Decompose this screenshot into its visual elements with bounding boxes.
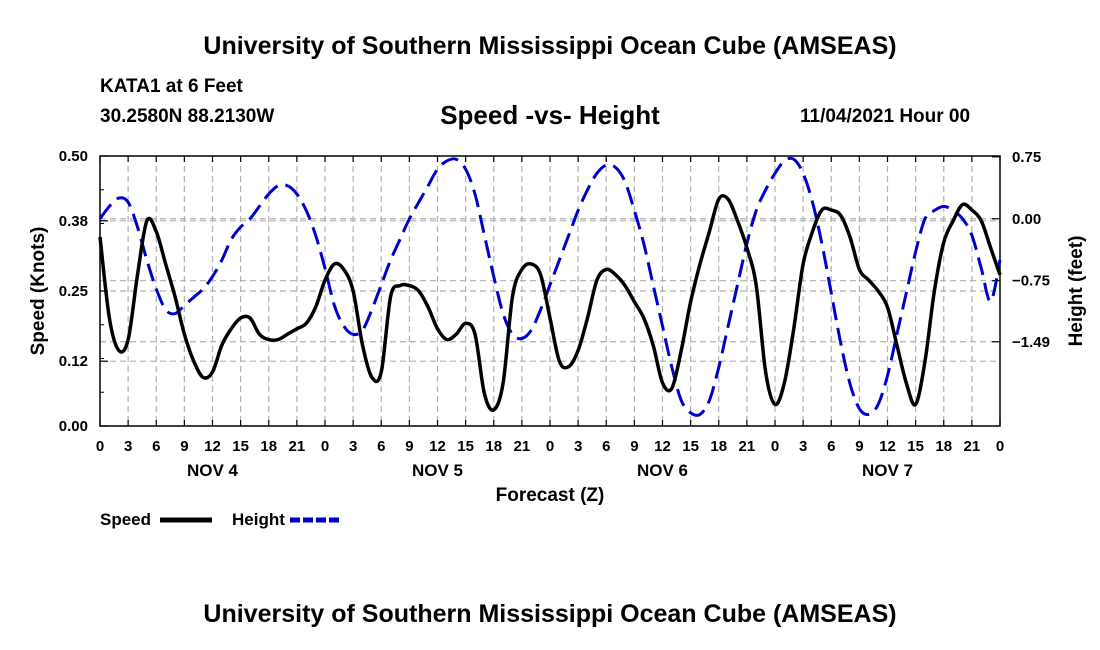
x-tick-label: 3 bbox=[574, 438, 582, 455]
x-tick-label: 18 bbox=[935, 438, 952, 455]
footer-title: University of Southern Mississippi Ocean… bbox=[203, 600, 897, 628]
y-tick-label: 0.25 bbox=[59, 283, 88, 300]
axes bbox=[99, 155, 1001, 427]
x-axis-label: Forecast (Z) bbox=[496, 485, 605, 506]
x-tick-label: 21 bbox=[289, 438, 306, 455]
x-tick-label: 0 bbox=[546, 438, 554, 455]
y-right-tick-label: 0.00 bbox=[1012, 211, 1041, 228]
y-tick-label: 0.50 bbox=[59, 148, 88, 165]
day-label: NOV 7 bbox=[862, 461, 913, 480]
series bbox=[98, 156, 1002, 417]
x-tick-label: 3 bbox=[799, 438, 807, 455]
y-right-tick-label: 0.75 bbox=[1012, 149, 1041, 166]
y-right-axis-label: Height (feet) bbox=[1066, 236, 1087, 347]
x-tick-label: 15 bbox=[232, 438, 249, 455]
x-tick-label: 12 bbox=[204, 438, 221, 455]
x-tick-label: 6 bbox=[152, 438, 160, 455]
x-tick-label: 6 bbox=[827, 438, 835, 455]
coordinates-label: 30.2580N 88.2130W bbox=[100, 106, 275, 127]
x-tick-label: 9 bbox=[630, 438, 638, 455]
x-tick-label: 6 bbox=[602, 438, 610, 455]
day-label: NOV 6 bbox=[637, 461, 688, 480]
x-tick-label: 18 bbox=[710, 438, 727, 455]
x-tick-label: 21 bbox=[739, 438, 756, 455]
x-tick-label: 18 bbox=[260, 438, 277, 455]
x-tick-label: 3 bbox=[349, 438, 357, 455]
x-tick-label: 18 bbox=[485, 438, 502, 455]
x-tick-label: 15 bbox=[457, 438, 474, 455]
y-axis-label: Speed (Knots) bbox=[28, 227, 49, 356]
x-tick-label: 21 bbox=[964, 438, 981, 455]
x-tick-label: 12 bbox=[654, 438, 671, 455]
x-tick-label: 9 bbox=[405, 438, 413, 455]
legend-height-label: Height bbox=[232, 510, 285, 529]
legend-speed-swatch bbox=[160, 517, 212, 523]
x-tick-label: 9 bbox=[180, 438, 188, 455]
forecast-date-label: 11/04/2021 Hour 00 bbox=[800, 106, 971, 127]
x-tick-label: 0 bbox=[996, 438, 1004, 455]
x-tick-label: 0 bbox=[96, 438, 104, 455]
x-tick-label: 9 bbox=[855, 438, 863, 455]
y-tick-label: 0.12 bbox=[59, 353, 88, 370]
speed-series-line bbox=[98, 194, 1002, 412]
y-right-tick-label: −1.49 bbox=[1012, 334, 1050, 351]
day-label: NOV 4 bbox=[187, 461, 239, 480]
y-right-tick-label: −0.75 bbox=[1012, 273, 1050, 290]
x-tick-label: 3 bbox=[124, 438, 132, 455]
x-tick-label: 12 bbox=[429, 438, 446, 455]
day-label: NOV 5 bbox=[412, 461, 463, 480]
x-tick-label: 6 bbox=[377, 438, 385, 455]
x-tick-label: 15 bbox=[907, 438, 924, 455]
legend-speed-label: Speed bbox=[100, 510, 152, 529]
x-tick-label: 15 bbox=[682, 438, 699, 455]
grid bbox=[100, 156, 1000, 426]
x-tick-label: 0 bbox=[771, 438, 779, 455]
y-tick-label: 0.38 bbox=[59, 213, 88, 230]
legend-height-swatch bbox=[290, 517, 342, 523]
height-series-line bbox=[98, 156, 1002, 417]
x-tick-label: 12 bbox=[879, 438, 896, 455]
x-tick-label: 0 bbox=[321, 438, 329, 455]
chart-main-title: University of Southern Mississippi Ocean… bbox=[203, 32, 897, 60]
x-tick-label: 21 bbox=[514, 438, 531, 455]
station-label: KATA1 at 6 Feet bbox=[100, 76, 243, 97]
y-tick-label: 0.00 bbox=[59, 418, 88, 435]
chart-subtitle: Speed -vs- Height bbox=[440, 100, 660, 130]
axis-labels: 0 3 6 9 12 15 18 21 0 3 6 9 12 15 18 21 0 3 6 9 12 15 18 21 0 3 6 9… bbox=[28, 148, 1087, 506]
